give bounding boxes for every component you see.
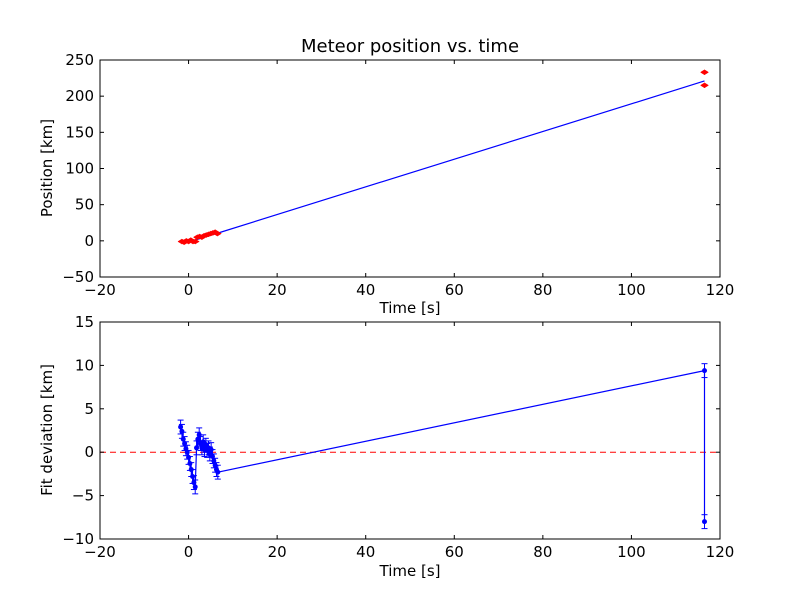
observation-point [700, 69, 709, 76]
position-x-tick-label: 20 [268, 281, 287, 299]
position-x-axis-label: Time [s] [379, 299, 441, 317]
deviation-x-tick-label: 80 [533, 543, 552, 561]
deviation-y-tick-label: −10 [62, 530, 94, 548]
deviation-x-tick-label: 100 [617, 543, 646, 561]
deviation-y-tick-label: 5 [84, 400, 94, 418]
position-x-tick-label: 60 [445, 281, 464, 299]
position-y-axis-label: Position [km] [38, 119, 56, 217]
position-subplot: Meteor position vs. time −20 0 20 40 60 80 100… [38, 36, 734, 317]
position-x-tick-label: 40 [356, 281, 375, 299]
observation-point [190, 238, 200, 245]
deviation-y-tick-label: −5 [72, 487, 94, 505]
observation-point [700, 82, 709, 89]
deviation-x-axis-label: Time [s] [379, 562, 441, 580]
observation-point [212, 230, 222, 237]
position-x-tick-label: 80 [533, 281, 552, 299]
deviation-plot-area [100, 363, 720, 530]
position-y-tick-label: 100 [65, 160, 94, 178]
position-plot-area [177, 69, 709, 246]
deviation-y-axis-label: Fit deviation [km] [38, 364, 56, 496]
position-y-tick-label: −50 [62, 268, 94, 286]
deviation-y-tick-label: 10 [75, 356, 94, 374]
position-chart-title: Meteor position vs. time [301, 36, 519, 57]
position-x-tick-label: 0 [184, 281, 194, 299]
deviation-subplot: −20 0 20 40 60 80 100 120 −10 −5 0 5 10 15 Time [s] F… [38, 313, 734, 580]
position-x-tick-label: −20 [84, 281, 116, 299]
position-y-tick-label: 250 [65, 51, 94, 69]
position-y-tick-label: 0 [84, 232, 94, 250]
deviation-y-tick-label: 15 [75, 313, 94, 331]
deviation-x-tick-label: 40 [356, 543, 375, 561]
deviation-x-tick-label: 120 [706, 543, 735, 561]
deviation-x-tick-label: −20 [84, 543, 116, 561]
residual-point [192, 484, 198, 490]
deviation-y-tick-label: 0 [84, 443, 94, 461]
position-axis-ticks: −20 0 20 40 60 80 100 120 −50 0 50 100 150 200 250 [62, 51, 734, 299]
deviation-x-tick-label: 60 [445, 543, 464, 561]
position-x-tick-label: 120 [706, 281, 735, 299]
position-y-tick-label: 150 [65, 123, 94, 141]
position-y-tick-label: 50 [75, 196, 94, 214]
deviation-axis-ticks: −20 0 20 40 60 80 100 120 −10 −5 0 5 10 15 [62, 313, 734, 561]
position-y-tick-label: 200 [65, 87, 94, 105]
residual-point [215, 469, 221, 475]
deviation-x-tick-label: 20 [268, 543, 287, 561]
position-x-tick-label: 100 [617, 281, 646, 299]
deviation-axes-frame [99, 321, 721, 540]
deviation-x-tick-label: 0 [184, 543, 194, 561]
